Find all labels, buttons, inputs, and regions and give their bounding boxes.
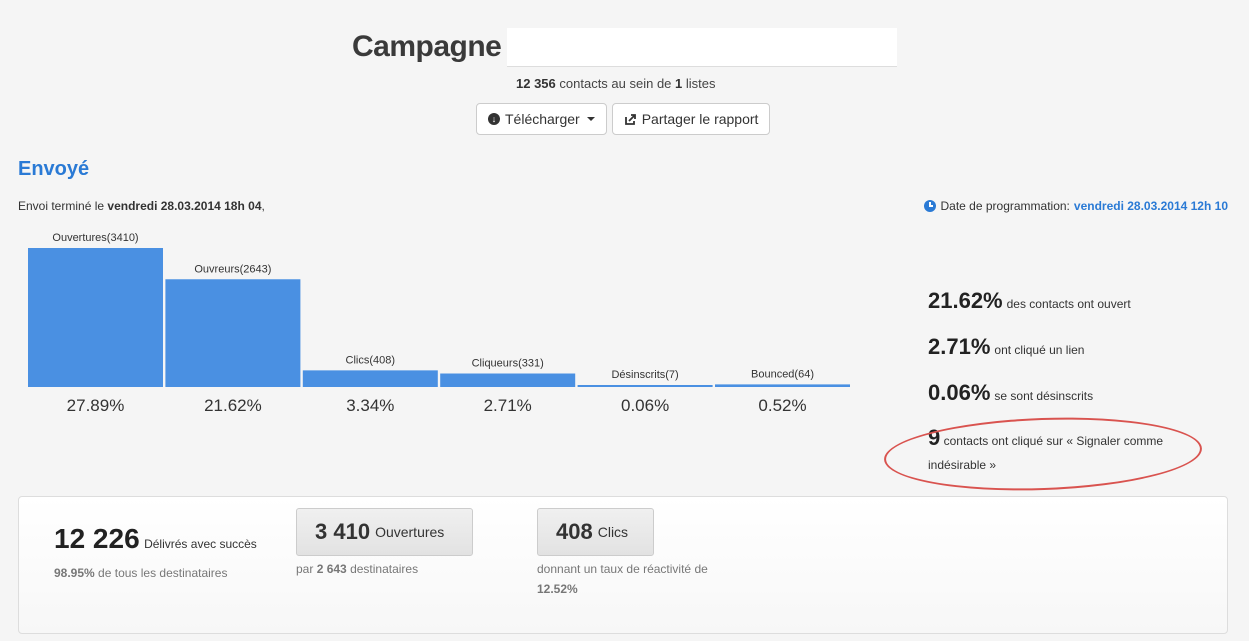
stat-clicked-value: 2.71% [928, 334, 991, 359]
title-row: Campagne [352, 28, 898, 66]
share-label: Partager le rapport [641, 111, 759, 127]
spam-count: 9 [928, 425, 941, 450]
schedule-info: Date de programmation: vendredi 28.03.20… [924, 199, 1228, 213]
bar-label-5: Bounced(64) [751, 368, 814, 380]
opens-value: 3 410 [315, 519, 371, 544]
delivered-block: 12 226 Délivrés avec succès 98.95% de to… [54, 523, 264, 580]
bar-4 [577, 385, 713, 387]
delivered-percentage: 98.95% de tous les destinataires [54, 566, 264, 580]
stat-unsubscribed-label: se sont désinscrits [994, 389, 1094, 403]
stat-unsubscribed-value: 0.06% [928, 380, 991, 405]
download-button[interactable]: ↓ Télécharger [476, 103, 607, 135]
contacts-summary: 12 356 contacts au sein de 1 listes [516, 76, 716, 91]
stat-unsubscribed: 0.06% se sont désinscrits [928, 380, 1131, 426]
stat-opened-label: des contacts ont ouvert [1006, 297, 1131, 311]
bar-label-1: Ouvreurs(2643) [194, 263, 271, 275]
bar-label-3: Cliqueurs(331) [472, 358, 544, 370]
bar-5 [715, 384, 850, 387]
opens-desc-value: 2 643 [316, 562, 347, 576]
bar-percent-3: 2.71% [484, 396, 532, 415]
delivered-pct-value: 98.95% [54, 566, 95, 580]
bar-percent-5: 0.52% [758, 396, 806, 415]
contacts-count: 12 356 [516, 76, 556, 91]
schedule-label: Date de programmation: [940, 199, 1070, 213]
share-report-button[interactable]: Partager le rapport [611, 103, 771, 135]
download-icon: ↓ [488, 113, 500, 125]
stat-opened-value: 21.62% [928, 288, 1003, 313]
stats-list: 21.62% des contacts ont ouvert 2.71% ont… [928, 288, 1131, 426]
bar-percent-2: 3.34% [346, 396, 394, 415]
bar-2 [302, 370, 438, 387]
bar-0 [28, 248, 163, 387]
stat-clicked: 2.71% ont cliqué un lien [928, 334, 1131, 380]
stat-clicked-label: ont cliqué un lien [994, 343, 1085, 357]
delivered-pct-label: de tous les destinataires [98, 566, 228, 580]
clicks-button[interactable]: 408 Clics [537, 508, 654, 556]
contacts-mid-text: contacts au sein de [559, 76, 672, 91]
schedule-date[interactable]: vendredi 28.03.2014 12h 10 [1073, 199, 1228, 213]
opens-desc-suffix: destinataires [350, 562, 419, 576]
sent-info: Envoi terminé le vendredi 28.03.2014 18h… [18, 199, 265, 213]
sent-prefix: Envoi terminé le [18, 199, 105, 213]
share-icon [624, 113, 636, 125]
campaign-name-box [507, 28, 898, 66]
lists-label: listes [685, 76, 716, 91]
spam-report-stat: 9 contacts ont cliqué sur « Signaler com… [928, 426, 1198, 477]
opens-description: par 2 643 destinataires [296, 559, 418, 579]
download-label: Télécharger [505, 111, 580, 127]
clicks-label: Clics [597, 524, 629, 540]
lists-count: 1 [675, 76, 683, 91]
bar-label-4: Désinscrits(7) [611, 369, 678, 381]
status-title: Envoyé [18, 158, 90, 180]
delivered-value: 12 226 [54, 523, 140, 554]
opens-label: Ouvertures [375, 524, 445, 540]
opens-button[interactable]: 3 410 Ouvertures [296, 508, 473, 556]
clicks-value: 408 [556, 519, 593, 544]
bar-3 [440, 373, 576, 387]
sent-date: vendredi 28.03.2014 18h 04 [107, 199, 262, 213]
clicks-rate: 12.52% [537, 582, 578, 596]
spam-label: contacts ont cliqué sur « Signaler comme… [928, 434, 1164, 472]
page-title: Campagne [352, 30, 502, 63]
bar-label-2: Clics(408) [346, 354, 396, 366]
summary-panel: 12 226 Délivrés avec succès 98.95% de to… [18, 496, 1228, 634]
stat-opened: 21.62% des contacts ont ouvert [928, 288, 1131, 334]
clicks-desc-text: donnant un taux de réactivité de [537, 562, 708, 576]
bar-percent-4: 0.06% [621, 396, 669, 415]
bar-percent-1: 21.62% [204, 396, 262, 415]
opens-desc-prefix: par [296, 562, 314, 576]
sent-suffix: , [261, 199, 265, 213]
clock-icon [924, 200, 937, 212]
bar-label-0: Ouvertures(3410) [52, 232, 138, 244]
delivered-label: Délivrés avec succès [144, 537, 257, 551]
clicks-description: donnant un taux de réactivité de 12.52% [537, 559, 747, 599]
bar-percent-0: 27.89% [67, 396, 125, 415]
action-buttons: ↓ Télécharger Partager le rapport [476, 103, 771, 135]
stats-bar-chart: Ouvertures(3410) 27.89% Ouvreurs(2643) 21.6… [28, 232, 850, 415]
bar-1 [165, 279, 301, 387]
caret-down-icon [586, 117, 595, 121]
